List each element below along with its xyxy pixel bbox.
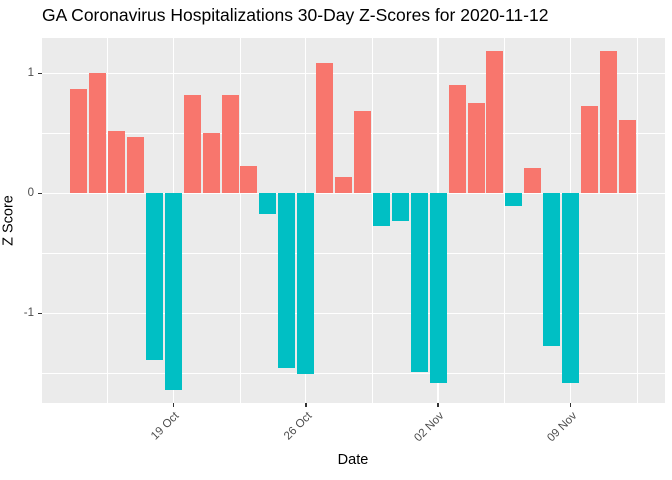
y-axis-tick-label: -1	[23, 307, 34, 320]
bar-negative	[259, 193, 277, 214]
x-axis-tick-label: 26 Oct	[281, 410, 315, 443]
x-axis-tick-label: 09 Nov	[544, 410, 580, 445]
y-minor-gridline	[42, 373, 665, 375]
bar-positive	[183, 94, 201, 194]
bar-positive	[354, 110, 371, 194]
bar-positive	[202, 133, 220, 194]
y-axis-tick-label: 1	[27, 67, 34, 80]
bar-positive	[467, 103, 485, 194]
bar-negative	[372, 193, 390, 226]
plot-panel	[42, 38, 665, 403]
bar-positive	[108, 130, 126, 194]
chart-title: GA Coronavirus Hospitalizations 30-Day Z…	[42, 5, 549, 25]
bar-positive	[486, 50, 504, 194]
bar-positive	[221, 94, 239, 194]
bar-negative	[278, 193, 296, 369]
bar-negative	[145, 193, 163, 361]
y-axis-tick-mark	[37, 72, 42, 75]
y-axis-title: Z Score	[0, 195, 17, 246]
y-axis-tick-mark	[37, 192, 42, 195]
x-axis-tick-mark	[304, 403, 307, 407]
bar-positive	[599, 50, 617, 194]
x-minor-gridline	[371, 38, 373, 403]
x-axis-tick-mark	[569, 403, 572, 407]
y-major-gridline	[42, 192, 665, 195]
y-major-gridline	[42, 312, 665, 315]
bar-positive	[524, 168, 542, 194]
bar-negative	[164, 193, 182, 391]
x-minor-gridline	[504, 38, 506, 403]
bar-negative	[410, 193, 428, 373]
bar-negative	[505, 193, 523, 207]
y-axis-tick-mark	[37, 312, 42, 315]
y-axis-tick-label: 0	[27, 187, 34, 200]
bar-positive	[70, 88, 88, 194]
bar-positive	[335, 176, 353, 194]
x-axis-tick-mark	[172, 403, 175, 407]
bar-positive	[89, 73, 107, 194]
x-axis-tick-label: 02 Nov	[412, 410, 447, 445]
x-minor-gridline	[239, 38, 241, 403]
x-minor-gridline	[107, 38, 109, 403]
x-minor-gridline	[636, 38, 638, 403]
y-major-gridline	[42, 72, 665, 75]
x-axis-tick-label: 19 Oct	[149, 410, 182, 443]
bar-positive	[448, 85, 466, 194]
x-axis-title: Date	[337, 452, 369, 468]
bar-negative	[297, 193, 315, 375]
x-axis-tick-mark	[437, 403, 439, 407]
bar-negative	[562, 193, 580, 383]
y-minor-gridline	[42, 253, 665, 255]
y-minor-gridline	[42, 133, 665, 135]
bar-positive	[240, 165, 258, 194]
bar-positive	[126, 136, 144, 194]
bar-negative	[391, 193, 409, 221]
bar-negative	[543, 193, 561, 346]
bar-positive	[581, 105, 599, 194]
bar-negative	[429, 193, 447, 383]
bar-positive	[316, 62, 334, 194]
bar-positive	[618, 120, 636, 194]
